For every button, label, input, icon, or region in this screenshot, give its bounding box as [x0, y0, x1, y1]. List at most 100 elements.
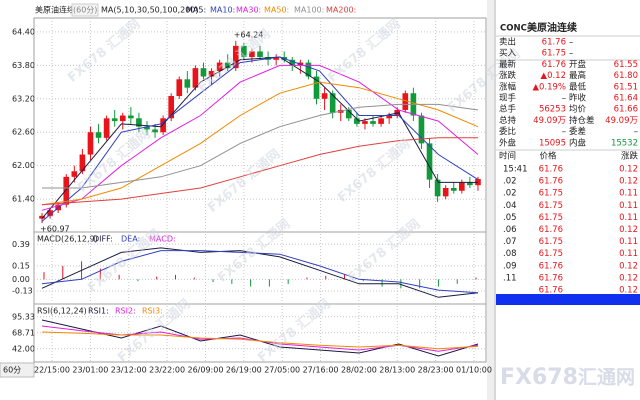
- quote-value: 61.76: [542, 60, 566, 70]
- legend-entry: DIFF:: [93, 235, 113, 244]
- quote-value: 61.76: [542, 38, 566, 48]
- tick-cell: .07: [503, 237, 517, 247]
- period-box[interactable]: [71, 3, 99, 17]
- quote-value: 61.80: [614, 71, 638, 81]
- x-tick-label: 28/13:00: [379, 366, 415, 375]
- tick-cell[interactable]: 0.12: [619, 286, 638, 296]
- candle-body: [144, 126, 150, 130]
- selected-row[interactable]: [496, 294, 640, 305]
- quote-label: 外盘: [499, 137, 517, 148]
- candle-body: [95, 132, 102, 138]
- period-button[interactable]: [0, 362, 35, 378]
- quote-value: ▲0.12: [541, 71, 566, 81]
- quote-value: –: [634, 127, 638, 137]
- quote-value: 61.75: [542, 49, 566, 59]
- tick-cell: .04: [503, 201, 517, 211]
- candle-body: [386, 115, 392, 119]
- quote-symbol: CONC: [500, 24, 527, 34]
- tick-cell: 61.75: [539, 189, 563, 199]
- scrollbar[interactable]: [487, 0, 494, 400]
- quote-label: 内盘: [569, 137, 587, 148]
- legend-entry: RSI1:: [88, 307, 109, 316]
- candle-body: [200, 68, 207, 77]
- quote-label: 最新: [499, 59, 517, 70]
- legend-entry: MA10:: [210, 6, 235, 15]
- y-tick-label: 95.33: [12, 312, 35, 321]
- candle-body: [184, 79, 191, 88]
- y-tick-label: 62.60: [12, 128, 35, 137]
- tick-cell: 61.76: [539, 177, 563, 187]
- x-tick-label: 01/10:00: [456, 366, 492, 375]
- quote-label: 均价: [569, 104, 587, 115]
- candle-body: [160, 118, 166, 133]
- indicator-line: [41, 137, 478, 206]
- quote-value: 61.51: [614, 82, 638, 92]
- quote-label: 现手: [499, 93, 517, 104]
- quote-value: 61.55: [614, 60, 638, 70]
- tick-cell: 61.76: [539, 225, 563, 235]
- tick-cell: 61.76: [539, 165, 563, 175]
- indicator-line: [41, 56, 478, 219]
- candle-body: [329, 93, 336, 113]
- candle-body: [249, 51, 255, 58]
- candle-body: [257, 51, 263, 58]
- candle-body: [289, 59, 296, 66]
- tick-cell: 0.12: [619, 225, 638, 235]
- candle-body: [39, 215, 45, 219]
- candle-body: [216, 62, 223, 71]
- x-tick-label: 27/05:00: [264, 366, 300, 375]
- tick-cell: 61.76: [539, 273, 563, 283]
- tick-cell: .06: [503, 225, 517, 235]
- legend-entry: RSI2:: [115, 307, 136, 316]
- quote-label: 买入: [499, 49, 517, 59]
- candle-body: [273, 57, 279, 60]
- y-tick-label: 42.00: [12, 344, 35, 353]
- quote-value: –: [562, 94, 566, 104]
- candle-body: [136, 118, 142, 127]
- candle-body: [71, 171, 78, 177]
- candle-body: [111, 118, 118, 122]
- period-label[interactable]: (60分): [73, 6, 97, 15]
- candle-body: [192, 68, 199, 88]
- quote-value: 49.09万: [533, 116, 566, 126]
- candle-body: [370, 121, 376, 124]
- candle-body: [450, 187, 457, 191]
- quote-label: 委比: [499, 126, 516, 137]
- quote-value: 15095: [539, 138, 566, 148]
- tick-cell[interactable]: .12: [503, 286, 517, 296]
- tick-cell: 0.11: [619, 237, 638, 247]
- quote-label: 最低: [569, 81, 587, 92]
- macd-title: MACD(26,12,9): [37, 235, 98, 244]
- x-tick-label: 28/23:00: [418, 366, 454, 375]
- tick-cell: .02: [503, 177, 517, 187]
- x-tick-label: 28/02:00: [341, 366, 377, 375]
- logo: FX678: [500, 365, 578, 390]
- candle-body: [378, 118, 384, 124]
- quote-label: 总持: [499, 115, 517, 126]
- tick-cell[interactable]: 61.76: [539, 286, 563, 296]
- quote-name: 美原油连续: [527, 21, 577, 34]
- quote-value: 49.09万: [605, 116, 638, 126]
- x-tick-label: 26/09:00: [187, 366, 223, 375]
- quote-value: ▲0.19%: [532, 82, 566, 92]
- candle-body: [87, 132, 94, 155]
- candle-body: [241, 45, 247, 58]
- quote-label: 总手: [499, 104, 517, 115]
- chart-title: 美原油连续: [35, 5, 75, 15]
- quote-label: 开盘: [569, 59, 587, 70]
- candle-body: [402, 93, 409, 110]
- ticks-header: 价格: [539, 151, 557, 162]
- y-tick-label: 68.71: [12, 328, 35, 337]
- tick-cell: 0.11: [619, 249, 638, 259]
- period-button-label[interactable]: 60分: [3, 366, 21, 375]
- tick-cell: .02: [503, 189, 517, 199]
- candle-body: [418, 115, 425, 144]
- quote-value: –: [562, 127, 566, 137]
- candle-body: [467, 182, 473, 186]
- tick-cell: .09: [503, 261, 517, 271]
- tick-cell: 15:41: [503, 165, 528, 175]
- candle-body: [313, 76, 320, 99]
- x-tick-label: 27/16:00: [303, 366, 339, 375]
- tick-cell: 0.11: [619, 189, 638, 199]
- tick-cell: 61.75: [539, 213, 563, 223]
